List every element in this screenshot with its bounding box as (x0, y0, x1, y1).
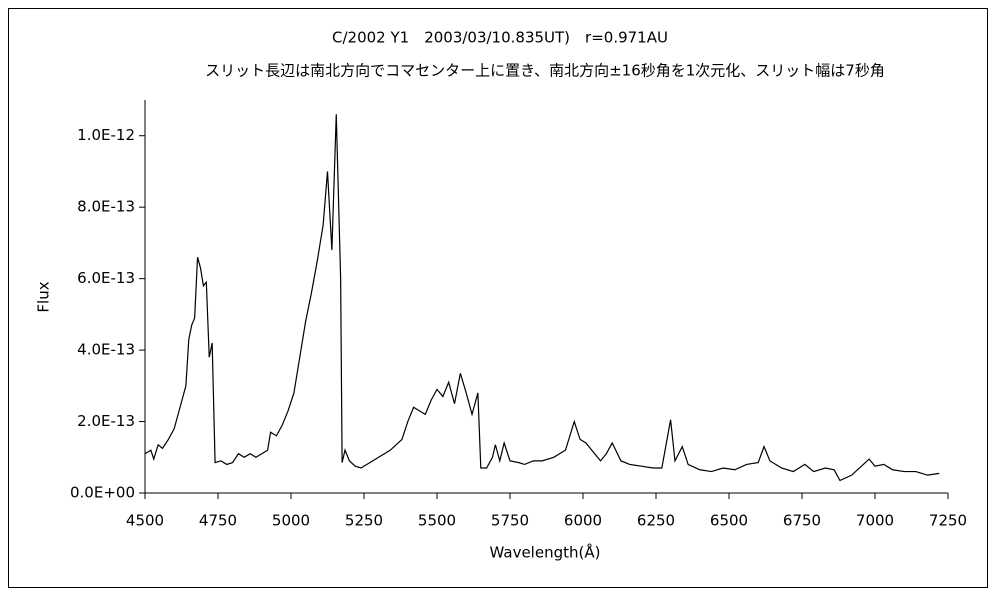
x-tick-label: 6750 (783, 512, 821, 530)
x-tick-label: 7250 (929, 512, 967, 530)
x-tick-label: 6000 (564, 512, 602, 530)
x-tick-label: 4500 (126, 512, 164, 530)
y-tick-label: 2.0E-13 (77, 412, 135, 430)
y-tick-label: 6.0E-13 (77, 269, 135, 287)
y-axis-title: Flux (35, 281, 53, 312)
chart-title: C/2002 Y1 2003/03/10.835UT) r=0.971AU (332, 29, 668, 47)
x-tick-label: 5250 (345, 512, 383, 530)
y-tick-label: 4.0E-13 (77, 341, 135, 359)
x-tick-label: 5500 (418, 512, 456, 530)
spectrum-line (144, 114, 940, 482)
chart-frame (8, 8, 988, 588)
y-tick-label: 8.0E-13 (77, 198, 135, 216)
x-tick-label: 6250 (637, 512, 675, 530)
x-tick-label: 7000 (856, 512, 894, 530)
x-axis-title: Wavelength(Å) (490, 543, 601, 562)
x-tick-label: 5750 (491, 512, 529, 530)
y-tick-label: 0.0E+00 (70, 484, 135, 502)
x-tick-label: 6500 (710, 512, 748, 530)
chart-subtitle: スリット長辺は南北方向でコマセンター上に置き、南北方向±16秒角を1次元化、スリ… (205, 62, 885, 80)
x-tick-label: 5000 (272, 512, 310, 530)
y-tick-label: 1.0E-12 (77, 126, 135, 144)
x-tick-label: 4750 (199, 512, 237, 530)
